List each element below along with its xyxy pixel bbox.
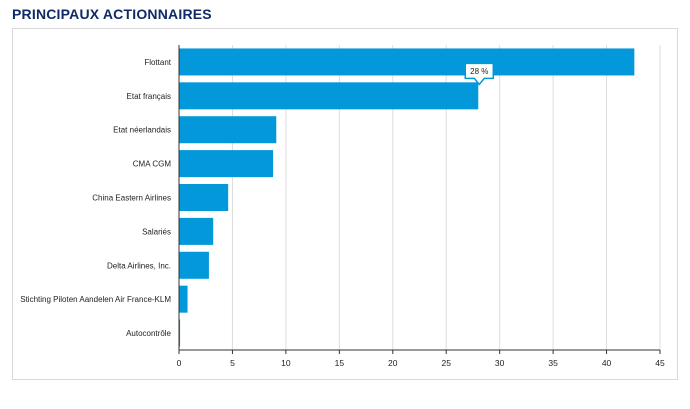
x-tick-label: 15	[335, 358, 345, 368]
bar	[179, 319, 181, 347]
tooltip-box	[464, 62, 495, 86]
category-label: Flottant	[144, 58, 171, 67]
page-title: PRINCIPAUX ACTIONNAIRES	[12, 6, 212, 22]
bar	[179, 116, 277, 144]
bar	[179, 285, 188, 313]
category-label: CMA CGM	[133, 160, 172, 169]
category-label: Autocontrôle	[126, 329, 171, 338]
category-label: Salariés	[142, 227, 171, 236]
category-label: Etat français	[127, 92, 171, 101]
bar	[179, 150, 274, 178]
x-tick-label: 30	[495, 358, 505, 368]
bar	[179, 48, 635, 76]
category-label: China Eastern Airlines	[92, 194, 171, 203]
category-label: Etat néerlandais	[113, 126, 171, 135]
x-tick-label: 5	[230, 358, 235, 368]
x-tick-label: 10	[281, 358, 291, 368]
category-label: Stichting Piloten Aandelen Air France-KL…	[20, 295, 171, 304]
x-tick-label: 20	[388, 358, 398, 368]
x-tick-label: 45	[655, 358, 665, 368]
bar	[179, 217, 214, 245]
chart-panel	[12, 28, 678, 380]
x-tick-label: 0	[177, 358, 182, 368]
x-tick-label: 40	[602, 358, 612, 368]
tooltip-text: 28 %	[470, 67, 488, 76]
category-label: Delta Airlines, Inc.	[107, 261, 171, 270]
bar	[179, 184, 229, 211]
x-tick-label: 25	[441, 358, 451, 368]
x-tick-label: 35	[548, 358, 558, 368]
bar	[179, 251, 209, 279]
bar	[179, 82, 479, 110]
